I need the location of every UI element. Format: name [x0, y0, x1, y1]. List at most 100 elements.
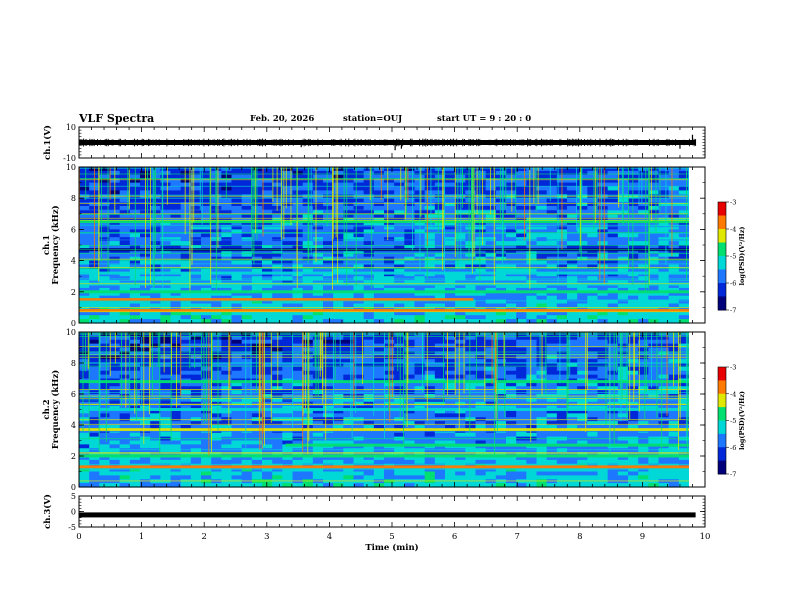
ch1-spectrogram-cell: [668, 252, 680, 258]
ch1-spectrogram-cell: [231, 299, 243, 305]
ch1-spectrogram-cell: [79, 206, 90, 211]
ch1-spectrogram-cell: [628, 170, 639, 176]
ch2-spectrogram-cell: [140, 366, 151, 372]
ch1-spectrogram-cell: [556, 280, 568, 285]
ch1-spectrogram-cell: [170, 202, 182, 207]
ch1-spectrogram-cell: [506, 299, 517, 305]
ch1-spectrogram-cell: [119, 233, 131, 238]
ch2-spectrogram-cell: [180, 440, 192, 445]
ch1-spectrogram-cell: [475, 319, 487, 324]
ch1-spectrogram-cell: [445, 268, 456, 273]
ch2-spectrogram-cell: [587, 448, 599, 453]
ch1-spectrogram-cell: [404, 174, 416, 180]
ch1-spectrogram-cell: [404, 315, 416, 320]
ch1-spectrogram-cell: [221, 198, 233, 203]
ch1-spectrogram-cell: [526, 284, 538, 289]
ch2-spectrogram-cell: [485, 425, 497, 430]
ch1-spectrogram-cell: [201, 190, 212, 195]
ch1-spectrogram-cell: [597, 268, 609, 273]
ch1-spectrogram-cell: [241, 299, 253, 305]
ch1-spectrogram-cell: [99, 284, 111, 289]
ch2-spectrogram-cell: [587, 452, 599, 457]
ch2-spectrogram-cell: [241, 467, 253, 473]
ch2-spectrogram-cell: [282, 335, 294, 341]
ch1-spectrogram-cell: [485, 299, 497, 305]
ch2-spectrogram-cell: [526, 475, 538, 480]
ch2-spectrogram-cell: [424, 459, 436, 465]
ch1-spectrogram-cell: [373, 198, 385, 203]
ch1-spectrogram-cell: [567, 170, 578, 176]
ch2-spectrogram-cell: [129, 467, 141, 473]
ch2-spectrogram-cell: [668, 432, 680, 438]
ch1-spectrogram-cell: [221, 319, 233, 324]
ch1-spectrogram-cell: [384, 167, 395, 172]
ch1-spectrogram-cell: [597, 260, 609, 266]
ch2-spectrogram-cell: [516, 452, 527, 457]
ch1-spectrogram-cell: [373, 190, 385, 195]
ch2-spectrogram-cell: [587, 459, 599, 465]
ch1-spectrogram-cell: [262, 206, 273, 211]
ch1-spectrogram-cell: [475, 229, 487, 234]
ch2-spectrogram-cell: [485, 370, 497, 376]
ch2-spectrogram-cell: [567, 382, 578, 387]
ch2-spectrogram-cell: [119, 432, 131, 438]
ch2-spectrogram-cell: [607, 471, 619, 476]
ch1-spectrogram-cell: [658, 303, 670, 308]
ch1-spectrogram-cell: [678, 221, 690, 227]
ch1-spectrogram-cell: [201, 241, 212, 246]
ch2-spectrogram-cell: [394, 374, 405, 380]
ch1-spectrogram-cell: [597, 319, 609, 324]
ch2-spectrogram-cell: [79, 467, 90, 473]
ch1-spectrogram-cell: [546, 178, 558, 184]
ch2-spectrogram-cell: [556, 448, 568, 453]
ch1-spectrogram-cell: [678, 182, 690, 188]
ch2-spectrogram-cell: [119, 335, 131, 341]
ch1-spectrogram-cell: [251, 299, 263, 305]
ch1-spectrogram-cell: [79, 245, 90, 250]
ch1-spectrogram-cell: [638, 295, 649, 301]
ch2-spectrogram-cell: [607, 382, 619, 387]
ch2-spectrogram-cell: [638, 382, 649, 387]
ch1-spectrogram-cell: [577, 295, 588, 301]
ch2-spectrogram-cell: [353, 413, 365, 418]
ch1-spectrogram-cell: [312, 229, 324, 234]
ch2-spectrogram-cell: [211, 339, 222, 345]
ch1-spectrogram-cell: [495, 178, 507, 184]
ch2-spectrogram-cell: [109, 386, 121, 391]
ch2-spectrogram-cell: [343, 471, 355, 476]
ch1-spectrogram-cell: [384, 229, 395, 234]
ch2-spectrogram-cell: [150, 347, 161, 352]
ch1-spectrogram-cell: [404, 182, 416, 188]
ch2-spectrogram-cell: [272, 448, 283, 453]
ch1-spectrogram-cell: [526, 295, 538, 301]
ch2-spectrogram-cell: [272, 409, 283, 414]
ch1-spectrogram-cell: [241, 229, 253, 234]
ch1-spectrogram-cell: [292, 182, 304, 188]
ch1-spectrogram-cell: [384, 295, 395, 301]
ch1-spectrogram-cell: [312, 319, 324, 324]
ch2-spectrogram-cell: [597, 413, 609, 418]
ch1-spectrogram-cell: [597, 299, 609, 305]
ch2-spectrogram-cell: [272, 456, 283, 461]
ch1-spectrogram-cell: [333, 233, 344, 238]
ch1-spectrogram-cell: [241, 303, 253, 308]
ch2-spectrogram-cell: [231, 382, 243, 387]
ch2-spectrogram-cell: [241, 370, 253, 376]
ch1-spectrogram-cell: [638, 241, 649, 246]
ch1-spectrogram-cell: [282, 202, 294, 207]
ch1-spectrogram-cell: [211, 299, 222, 305]
ch2-spectrogram-cell: [373, 339, 385, 345]
ch2-spectrogram-cell: [455, 370, 466, 376]
ch1-spectrogram-cell: [678, 213, 690, 219]
ch1-spectrogram-cell: [384, 260, 395, 266]
ch2-spectrogram-cell: [648, 432, 660, 438]
ch1-spectrogram-cell: [617, 276, 629, 281]
ch1-spectrogram-cell: [180, 299, 192, 305]
ch1-spectrogram-cell: [465, 245, 477, 250]
ch2-spectrogram-cell: [628, 425, 639, 430]
ch2-spectrogram-cell: [485, 421, 497, 426]
ch1-spectrogram-cell: [628, 237, 639, 242]
ch2-spectrogram-cell: [567, 479, 578, 484]
ch2-spectrogram-cell: [282, 432, 294, 438]
ch2-spectrogram-cell: [394, 339, 405, 345]
